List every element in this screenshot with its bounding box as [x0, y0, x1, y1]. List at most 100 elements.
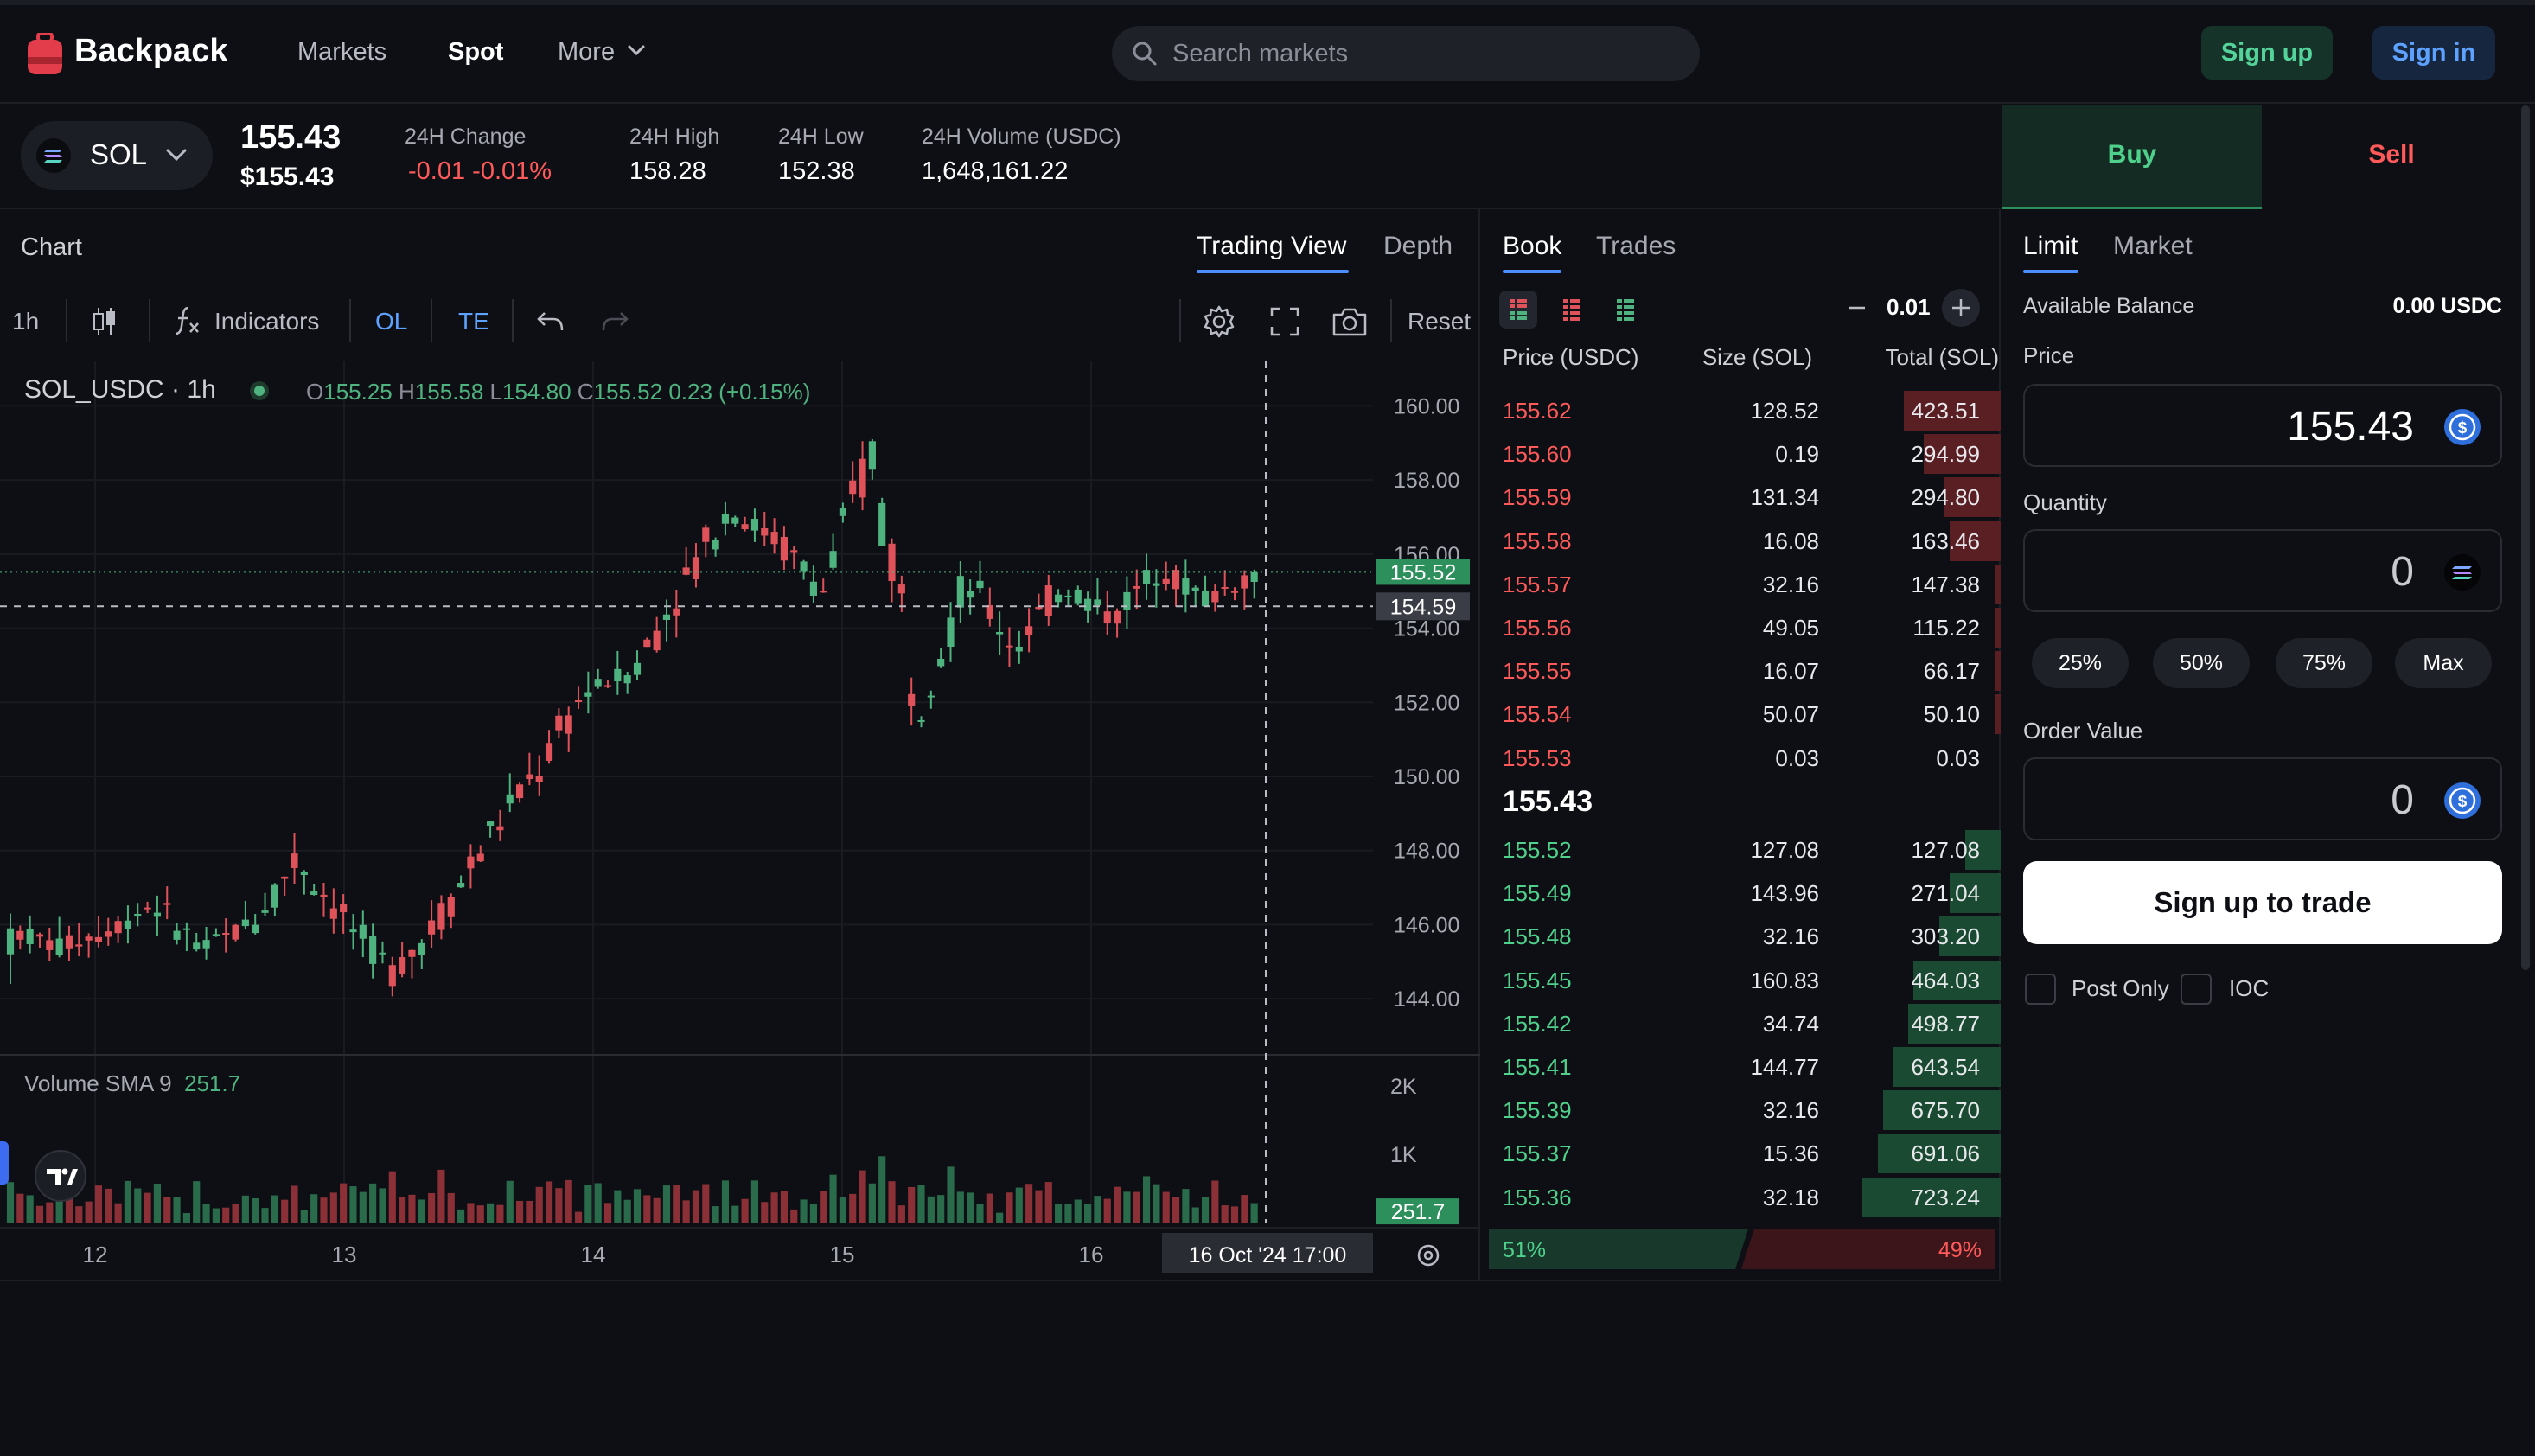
camera-icon[interactable]	[1331, 306, 1368, 337]
book-view-bids-icon[interactable]	[1606, 291, 1644, 329]
sign-up-to-trade-button[interactable]: Sign up to trade	[2023, 861, 2502, 944]
ask-row[interactable]: 155.57 32.16 147.38	[1489, 563, 2001, 606]
bid-row[interactable]: 155.49 143.96 271.04	[1489, 872, 2001, 915]
sell-tab-label[interactable]: Sell	[2368, 140, 2415, 169]
interval-selector[interactable]: 1h	[12, 308, 40, 335]
bid-row[interactable]: 155.45 160.83 464.03	[1489, 959, 2001, 1002]
volume-legend: Volume SMA 9 251.7	[24, 1070, 240, 1097]
volume-bar	[222, 1207, 230, 1223]
depth-bar	[1995, 608, 2001, 648]
order-type-market[interactable]: Market	[2113, 232, 2193, 260]
volume-bar	[888, 1181, 896, 1223]
tab-depth[interactable]: Depth	[1383, 232, 1453, 260]
bid-row[interactable]: 155.39 32.16 675.70	[1489, 1089, 2001, 1132]
redo-icon[interactable]	[600, 308, 629, 334]
trade-executions-toggle[interactable]: TE	[458, 308, 489, 335]
percent-max-button[interactable]: Max	[2395, 638, 2492, 688]
ask-row[interactable]: 155.60 0.19 294.99	[1489, 432, 2001, 476]
post-only-checkbox[interactable]	[2025, 974, 2056, 1005]
candle-body	[105, 931, 112, 937]
backpack-logo-icon[interactable]	[26, 33, 64, 76]
nav-spot-link[interactable]: Spot	[448, 38, 504, 66]
sign-in-button[interactable]: Sign in	[2372, 26, 2495, 80]
post-only-label[interactable]: Post Only	[2072, 975, 2169, 1001]
candle-body	[849, 480, 857, 495]
volume-bar	[496, 1204, 504, 1223]
buy-side-tab[interactable]	[2002, 105, 2262, 209]
bid-row[interactable]: 155.42 34.74 498.77	[1489, 1002, 2001, 1045]
candle-style-icon[interactable]	[90, 306, 119, 337]
bid-row[interactable]: 155.37 15.36 691.06	[1489, 1132, 2001, 1175]
tab-trades[interactable]: Trades	[1596, 232, 1676, 260]
price-field[interactable]: $	[2023, 384, 2502, 467]
candle-body	[496, 826, 504, 831]
candle-body	[114, 921, 122, 934]
bid-row[interactable]: 155.52 127.08 127.08	[1489, 828, 2001, 872]
search-input[interactable]	[1172, 29, 1683, 78]
ask-total: 163.46	[1911, 527, 1980, 554]
candle-body	[16, 930, 24, 940]
bid-row[interactable]: 155.36 32.18 723.24	[1489, 1176, 2001, 1219]
indicators-button[interactable]: Indicators	[214, 308, 320, 335]
tab-book[interactable]: Book	[1503, 232, 1562, 260]
market-symbol[interactable]: SOL	[90, 138, 148, 170]
ask-row[interactable]: 155.62 128.52 423.51	[1489, 389, 2001, 432]
percent-25-button[interactable]: 25%	[2032, 638, 2129, 688]
candle-body	[1211, 591, 1219, 603]
volume-bar	[750, 1180, 759, 1223]
order-value-input[interactable]	[2042, 770, 2414, 830]
bid-row[interactable]: 155.41 144.77 643.54	[1489, 1045, 2001, 1089]
toolbar-divider	[1390, 299, 1392, 342]
chart-edge-handle[interactable]	[0, 1141, 9, 1185]
volume-bar	[252, 1197, 259, 1223]
chevron-down-icon[interactable]	[164, 147, 188, 163]
volume-bar	[281, 1199, 289, 1223]
ask-row[interactable]: 155.54 50.07 50.10	[1489, 693, 2001, 736]
undo-icon[interactable]	[536, 308, 565, 334]
nav-more-menu[interactable]: More	[558, 38, 616, 66]
ask-row[interactable]: 155.56 49.05 115.22	[1489, 606, 2001, 649]
order-lines-toggle[interactable]: OL	[375, 308, 408, 335]
ioc-label[interactable]: IOC	[2229, 975, 2270, 1001]
order-type-limit[interactable]: Limit	[2023, 232, 2078, 260]
percent-50-button[interactable]: 50%	[2153, 638, 2250, 688]
brand-name[interactable]: Backpack	[74, 33, 228, 69]
plus-icon[interactable]	[1942, 289, 1980, 327]
crosshair-price-label: 154.59	[1390, 595, 1456, 619]
reset-button[interactable]: Reset	[1408, 308, 1472, 335]
ask-total: 0.03	[1936, 744, 1980, 771]
ask-row[interactable]: 155.59 131.34 294.80	[1489, 476, 2001, 519]
book-mid-price: 155.43	[1503, 785, 1593, 818]
bid-row[interactable]: 155.48 32.16 303.20	[1489, 915, 2001, 958]
volume-bar	[829, 1174, 837, 1223]
minus-icon[interactable]	[1845, 296, 1869, 320]
chevron-down-icon[interactable]	[626, 43, 647, 57]
price-input[interactable]	[2042, 396, 2414, 457]
indicators-fx-icon[interactable]	[171, 304, 201, 337]
nav-markets-link[interactable]: Markets	[297, 38, 387, 66]
gear-icon[interactable]	[1202, 304, 1236, 339]
order-value-field[interactable]: $	[2023, 757, 2502, 840]
book-view-asks-icon[interactable]	[1553, 291, 1591, 329]
candle-body	[956, 576, 964, 608]
tab-trading-view[interactable]: Trading View	[1197, 232, 1347, 260]
quantity-input[interactable]	[2042, 541, 2414, 602]
ask-row[interactable]: 155.53 0.03 0.03	[1489, 737, 2001, 780]
percent-75-button[interactable]: 75%	[2276, 638, 2372, 688]
buy-tab-label[interactable]: Buy	[2107, 140, 2157, 169]
volume-bar	[673, 1185, 680, 1223]
book-view-both-icon[interactable]	[1499, 291, 1537, 329]
tradingview-logo-icon[interactable]	[35, 1150, 86, 1202]
volume-bar	[927, 1196, 935, 1223]
fullscreen-icon[interactable]	[1269, 306, 1300, 337]
price-chart[interactable]: 160.00158.00156.00154.00152.00150.00148.…	[0, 361, 1480, 1280]
volume-bar	[1221, 1205, 1229, 1223]
page-scrollbar[interactable]	[2521, 105, 2530, 970]
sign-up-button[interactable]: Sign up	[2201, 26, 2333, 80]
quantity-field[interactable]	[2023, 529, 2502, 612]
candle-body	[1142, 570, 1151, 584]
chart-time-settings-icon[interactable]	[1414, 1242, 1442, 1269]
ioc-checkbox[interactable]	[2181, 974, 2212, 1005]
ask-row[interactable]: 155.58 16.08 163.46	[1489, 520, 2001, 563]
ask-row[interactable]: 155.55 16.07 66.17	[1489, 649, 2001, 693]
